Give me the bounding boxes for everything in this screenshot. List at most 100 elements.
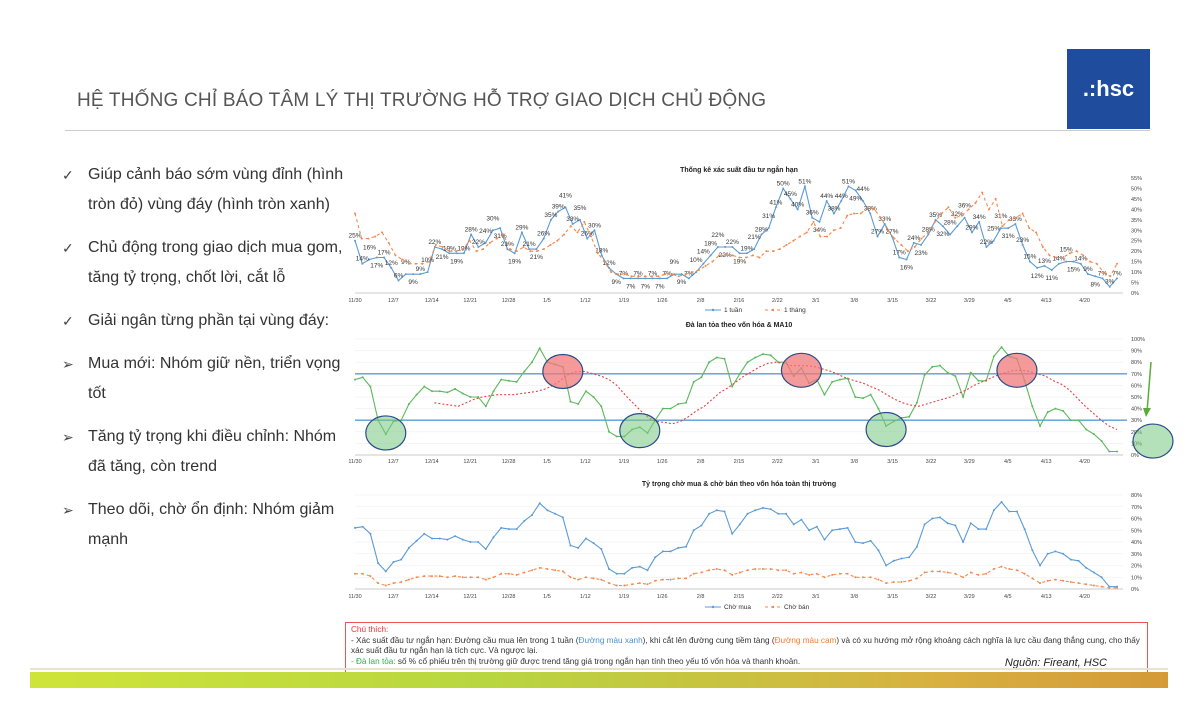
data-point: [692, 529, 695, 532]
data-point: [412, 273, 415, 276]
data-point: [670, 273, 673, 276]
data-label: 21%: [436, 254, 449, 261]
data-label: 27%: [871, 229, 884, 236]
data-point: [967, 208, 970, 211]
data-point: [769, 508, 772, 511]
data-point: [542, 237, 545, 240]
y-tick-label: 15%: [1131, 260, 1142, 266]
data-point: [832, 212, 835, 215]
data-point: [603, 260, 606, 263]
data-point: [808, 573, 811, 576]
chart-short-term-probability: Thống kê xác suất đầu tư ngắn hạn 0% 5% 10%…: [348, 165, 1142, 314]
data-point: [931, 570, 934, 573]
x-tick-label: 11/30: [348, 298, 361, 304]
data-point: [900, 580, 903, 583]
data-label: 17%: [378, 249, 391, 256]
data-point: [745, 256, 748, 259]
data-point: [446, 576, 449, 579]
data-point: [430, 575, 433, 578]
data-point: [1001, 225, 1004, 228]
data-label: 50%: [777, 180, 790, 187]
data-point: [461, 392, 464, 395]
data-point: [482, 248, 485, 251]
data-point: [615, 435, 618, 438]
check-icon: ✓: [62, 167, 74, 183]
data-point: [477, 246, 480, 248]
data-point: [1028, 260, 1031, 263]
data-point: [751, 254, 754, 257]
x-tick-label: 3/22: [926, 594, 937, 600]
data-point: [375, 256, 378, 259]
data-point: [700, 376, 703, 379]
data-point: [777, 569, 780, 572]
data-label: 44%: [856, 186, 869, 193]
data-point: [404, 273, 407, 276]
data-point: [920, 237, 923, 240]
data-point: [549, 243, 552, 246]
data-point: [938, 516, 941, 519]
footnote-line-2: - Đà lan tỏa: số % cổ phiếu trên thị trư…: [351, 657, 889, 668]
y-tick-label: 20%: [1131, 249, 1142, 255]
data-point: [931, 517, 934, 520]
data-point: [454, 387, 457, 390]
data-point: [1062, 256, 1065, 259]
data-point: [1068, 252, 1071, 255]
data-point: [646, 583, 649, 586]
hsc-logo: .:hsc: [1067, 49, 1150, 129]
legend-marker: [711, 605, 715, 609]
data-point: [832, 229, 835, 232]
bottom-circle: [619, 413, 661, 449]
data-label: 31%: [1002, 233, 1015, 240]
data-point: [1023, 528, 1026, 531]
data-point: [825, 200, 828, 202]
data-point: [934, 218, 937, 221]
bullet-text: Giải ngân từng phần tại vùng đáy:: [88, 312, 330, 329]
data-point: [702, 262, 705, 265]
data-point: [1046, 552, 1049, 555]
data-point: [592, 577, 595, 580]
data-point: [908, 579, 911, 582]
data-point: [1031, 549, 1034, 552]
data-point: [615, 572, 618, 575]
data-point: [455, 250, 458, 253]
data-point: [664, 273, 667, 276]
data-point: [369, 385, 372, 388]
data-point: [697, 269, 700, 271]
data-point: [738, 252, 741, 255]
data-point: [711, 260, 714, 263]
y-tick-label: 35%: [1131, 218, 1142, 224]
data-label: 9%: [416, 266, 426, 273]
data-point: [390, 266, 393, 269]
data-point: [554, 512, 557, 515]
data-label: 34%: [813, 227, 826, 234]
data-point: [1050, 269, 1053, 271]
data-point: [885, 564, 888, 567]
data-point: [700, 524, 703, 527]
data-point: [1095, 262, 1098, 265]
chart-buy-sell-orders: Tỷ trọng chờ mua & chờ bán theo vốn hóa …: [348, 480, 1142, 611]
data-point: [592, 396, 595, 398]
data-point: [577, 578, 580, 581]
y-tick-label: 70%: [1131, 372, 1142, 378]
data-point: [805, 231, 808, 234]
data-point: [584, 390, 587, 393]
data-point: [600, 405, 603, 408]
data-point: [761, 568, 764, 571]
data-label: 16%: [900, 265, 913, 272]
data-point: [877, 578, 880, 581]
data-label: 21%: [530, 254, 543, 261]
data-point: [661, 407, 664, 410]
data-point: [956, 225, 959, 228]
data-point: [576, 231, 579, 234]
data-point: [859, 212, 862, 215]
x-tick-label: 4/13: [1041, 594, 1052, 600]
data-label: 28%: [465, 226, 478, 233]
data-point: [461, 576, 464, 579]
data-point: [623, 273, 626, 276]
data-point: [423, 385, 426, 388]
data-point: [469, 396, 472, 398]
data-point: [691, 271, 694, 274]
x-tick-label: 12/14: [425, 298, 439, 304]
data-point: [428, 260, 431, 263]
series-line-1: [434, 361, 1118, 431]
